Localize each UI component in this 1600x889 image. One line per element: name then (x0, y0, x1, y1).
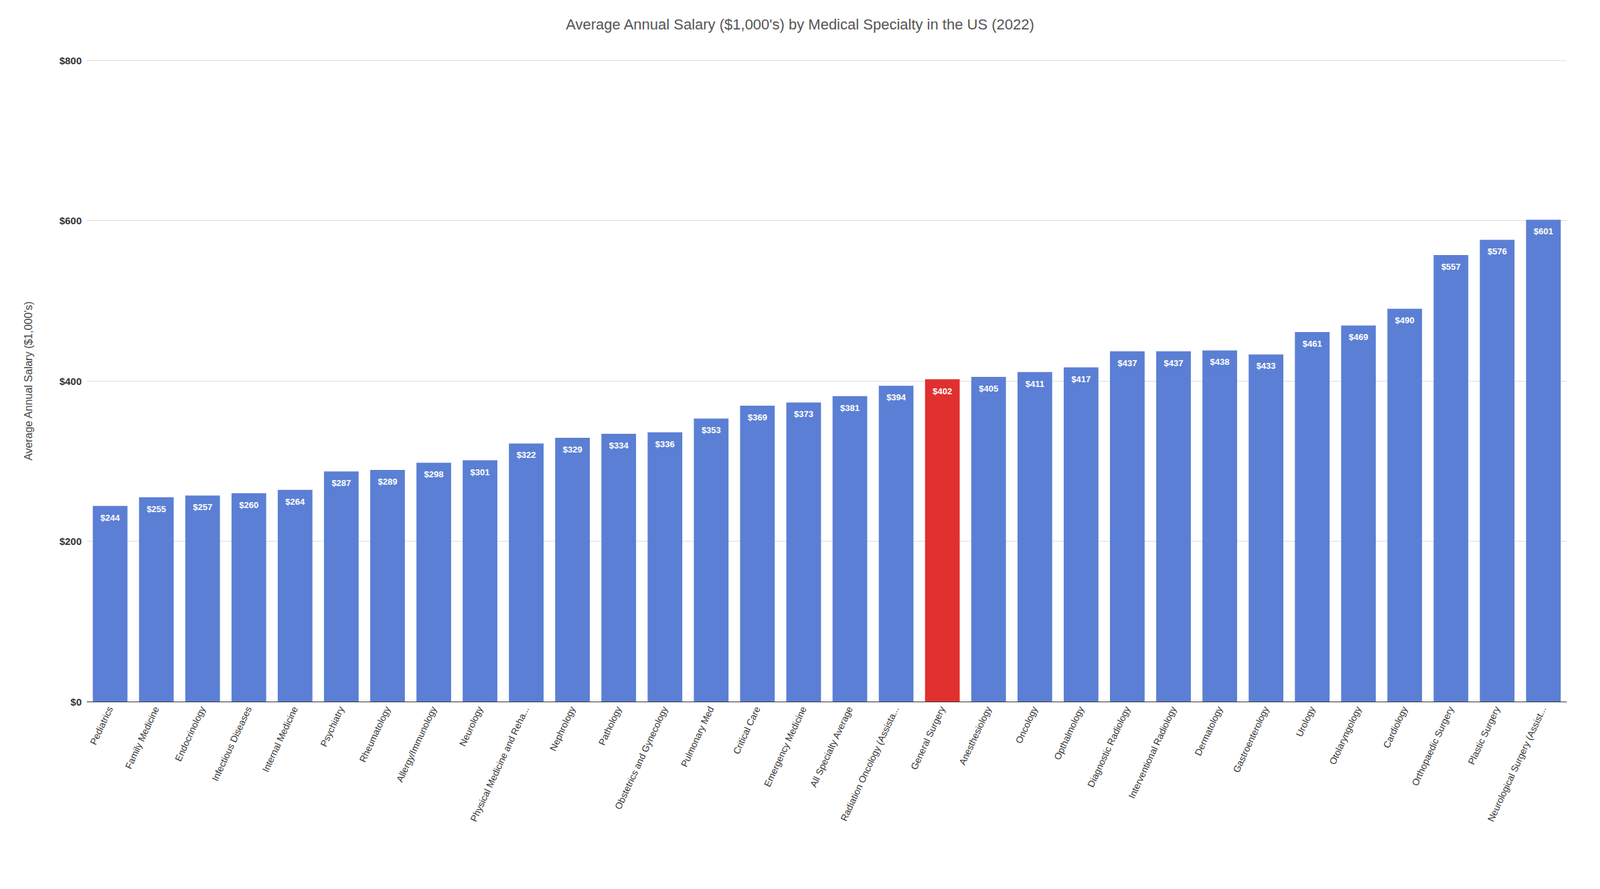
svg-text:Pediatrics: Pediatrics (87, 704, 115, 747)
svg-text:$336: $336 (655, 439, 675, 450)
svg-text:Allergy/Immunology: Allergy/Immunology (394, 704, 439, 784)
svg-text:$400: $400 (59, 375, 82, 387)
svg-text:Cardiology: Cardiology (1381, 704, 1410, 750)
svg-text:Diagnostic Radiology: Diagnostic Radiology (1085, 704, 1133, 790)
svg-text:Physical Medicine and Reha...: Physical Medicine and Reha... (467, 704, 531, 824)
svg-text:Rheumatology: Rheumatology (357, 704, 393, 764)
svg-text:Dermatology: Dermatology (1192, 704, 1225, 758)
svg-text:Emergency Medicine: Emergency Medicine (761, 704, 809, 788)
svg-text:Oncology: Oncology (1013, 704, 1040, 746)
svg-text:Internal Medicine: Internal Medicine (259, 704, 300, 774)
svg-text:Otolaryngology: Otolaryngology (1326, 704, 1364, 767)
svg-text:$257: $257 (192, 502, 213, 513)
svg-text:Neurological Surgery (Assist..: Neurological Surgery (Assist... (1485, 704, 1549, 824)
svg-text:Pathology: Pathology (596, 704, 624, 748)
svg-text:$800: $800 (59, 54, 82, 67)
svg-text:$264: $264 (285, 496, 306, 507)
svg-text:Neurology: Neurology (457, 704, 485, 749)
svg-text:Orthopaedic Surgery: Orthopaedic Surgery (1409, 704, 1457, 788)
svg-text:$0: $0 (70, 696, 82, 708)
svg-text:$289: $289 (377, 476, 397, 487)
svg-text:$200: $200 (59, 535, 82, 547)
svg-text:Plastic Surgery: Plastic Surgery (1465, 704, 1502, 767)
svg-text:Gastroenterology: Gastroenterology (1230, 704, 1271, 775)
svg-text:$433: $433 (1256, 360, 1276, 371)
svg-text:$461: $461 (1302, 338, 1323, 349)
svg-text:Opthalmology: Opthalmology (1051, 704, 1086, 762)
svg-text:General Surgery: General Surgery (908, 704, 948, 772)
svg-text:$298: $298 (424, 469, 444, 480)
svg-text:$369: $369 (747, 412, 768, 423)
svg-text:$469: $469 (1348, 332, 1369, 343)
svg-text:$437: $437 (1164, 358, 1184, 369)
svg-text:Family Medicine: Family Medicine (123, 704, 162, 771)
svg-text:$301: $301 (470, 467, 491, 478)
svg-text:$405: $405 (978, 383, 999, 394)
svg-text:$600: $600 (59, 214, 82, 227)
svg-text:Critical Care: Critical Care (731, 704, 763, 756)
svg-text:$260: $260 (238, 500, 259, 511)
svg-text:Infectious Diseases: Infectious Diseases (209, 704, 254, 784)
svg-text:Average Annual Salary ($1,000': Average Annual Salary ($1,000's) (22, 301, 35, 461)
svg-text:$329: $329 (563, 444, 583, 455)
svg-text:Pulmonary Med: Pulmonary Med (678, 704, 717, 770)
svg-text:$322: $322 (516, 449, 537, 460)
svg-text:Endocrinology: Endocrinology (172, 704, 208, 764)
svg-text:$438: $438 (1210, 356, 1230, 367)
svg-text:Radiation Oncology (Assista...: Radiation Oncology (Assista... (838, 704, 902, 824)
svg-text:$411: $411 (1025, 378, 1045, 389)
svg-text:Obstetrics and Gynecology: Obstetrics and Gynecology (612, 704, 671, 812)
svg-text:$557: $557 (1441, 261, 1461, 272)
svg-text:$394: $394 (886, 392, 907, 403)
svg-text:$255: $255 (146, 504, 167, 515)
svg-text:$402: $402 (932, 386, 952, 397)
svg-text:$601: $601 (1533, 226, 1554, 237)
svg-text:All Specialty Average: All Specialty Average (808, 704, 855, 789)
svg-text:$576: $576 (1487, 246, 1507, 257)
svg-text:$417: $417 (1071, 374, 1091, 385)
svg-text:$437: $437 (1117, 358, 1137, 369)
svg-text:$381: $381 (840, 403, 860, 414)
svg-text:$353: $353 (701, 425, 722, 436)
svg-text:Nephrology: Nephrology (547, 704, 578, 754)
svg-text:$490: $490 (1395, 315, 1415, 326)
svg-text:$373: $373 (793, 409, 814, 420)
svg-text:$244: $244 (100, 512, 121, 523)
svg-text:$287: $287 (331, 477, 351, 489)
svg-text:Psychiatry: Psychiatry (317, 704, 347, 749)
svg-text:Anesthesiology: Anesthesiology (956, 704, 994, 768)
svg-text:Average Annual Salary ($1,000': Average Annual Salary ($1,000's) by Medi… (565, 16, 1035, 33)
svg-text:$334: $334 (609, 440, 630, 451)
svg-text:Interventional Radiology: Interventional Radiology (1126, 704, 1179, 801)
svg-text:Urology: Urology (1294, 704, 1318, 739)
